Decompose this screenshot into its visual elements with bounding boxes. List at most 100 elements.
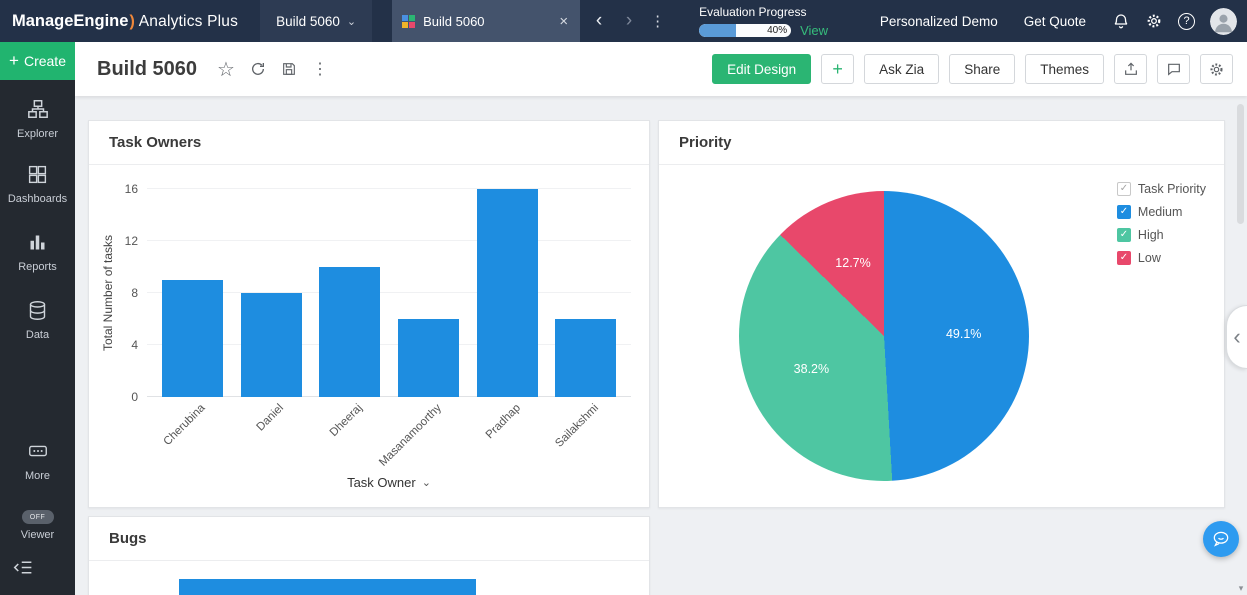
- bar-dheeraj[interactable]: [319, 267, 381, 397]
- scroll-down-icon[interactable]: ▾: [1238, 583, 1244, 593]
- bar-column: [153, 189, 232, 397]
- evaluation-progress: Evaluation Progress 40% View: [699, 5, 857, 38]
- settings-gear-icon[interactable]: [1145, 12, 1163, 30]
- create-button-label: Create: [23, 53, 66, 69]
- checkbox-icon[interactable]: ✓: [1116, 204, 1131, 219]
- pie-slice-label: 38.2%: [793, 362, 830, 377]
- y-axis: 0 4 8 12 16: [119, 182, 147, 404]
- brand-logo[interactable]: ManageEngine) Analytics Plus: [12, 12, 238, 31]
- bar-column: [310, 189, 389, 397]
- sidebar-item-dashboards[interactable]: Dashboards: [0, 164, 75, 205]
- vertical-scrollbar[interactable]: ▾: [1235, 96, 1247, 595]
- scrollbar-thumb[interactable]: [1237, 104, 1244, 224]
- plus-icon: +: [9, 51, 19, 70]
- legend-medium[interactable]: ✓ Medium: [1116, 200, 1206, 223]
- share-button[interactable]: Share: [949, 54, 1016, 84]
- sidebar-item-data[interactable]: Data: [0, 300, 75, 341]
- help-icon[interactable]: ?: [1178, 12, 1195, 30]
- evaluation-progress-label: Evaluation Progress: [699, 4, 807, 19]
- sidebar-item-reports[interactable]: Reports: [0, 232, 75, 273]
- sidebar-item-label: More: [24, 470, 51, 482]
- export-button[interactable]: [1114, 54, 1147, 84]
- view-link[interactable]: View: [800, 22, 829, 38]
- bar-pradhap[interactable]: [476, 189, 538, 397]
- save-icon[interactable]: [281, 61, 297, 77]
- get-quote-link[interactable]: Get Quote: [1023, 13, 1086, 29]
- tab-overflow-icon[interactable]: ⋮: [650, 13, 666, 30]
- nav-forward-icon[interactable]: ›: [625, 10, 633, 31]
- x-tick-label: Dheeraj: [328, 402, 366, 439]
- card-title: Task Owners: [89, 121, 649, 165]
- bar-chart: Total Number of tasks 0 4 8 12 16 Cherubina D…: [89, 165, 649, 500]
- toggle-off-pill[interactable]: OFF: [21, 510, 54, 524]
- themes-button[interactable]: Themes: [1025, 54, 1104, 84]
- personalized-demo-link[interactable]: Personalized Demo: [879, 13, 998, 29]
- notifications-bell-icon[interactable]: [1112, 12, 1130, 30]
- create-button[interactable]: + Create: [0, 42, 75, 80]
- favorite-star-icon[interactable]: ☆: [217, 58, 235, 81]
- bar-sailakshmi[interactable]: [555, 319, 617, 397]
- legend-task-priority[interactable]: ✓ Task Priority: [1116, 177, 1206, 200]
- bar-masanamoorthy[interactable]: [397, 319, 459, 397]
- sidebar-item-label: Explorer: [17, 128, 58, 140]
- edit-design-button[interactable]: Edit Design: [712, 54, 812, 84]
- side-panel-handle[interactable]: ‹: [1226, 305, 1247, 369]
- viewer-label: Viewer: [20, 529, 55, 541]
- ask-zia-button[interactable]: Ask Zia: [864, 54, 940, 84]
- sidebar: + Create Explorer Dashboards Reports: [0, 42, 75, 595]
- bar-cherubina[interactable]: [161, 280, 223, 397]
- y-tick-label: 16: [124, 182, 138, 196]
- bugs-chart-bar[interactable]: [179, 579, 476, 595]
- legend-label: High: [1137, 227, 1164, 242]
- gridline: [147, 396, 631, 397]
- collapse-sidebar-icon[interactable]: [13, 557, 34, 583]
- legend-high[interactable]: ✓ High: [1116, 223, 1206, 246]
- checkbox-icon[interactable]: ✓: [1116, 250, 1131, 265]
- viewer-mode-toggle[interactable]: OFF Viewer: [0, 510, 75, 541]
- more-actions-icon[interactable]: ⋮: [311, 61, 328, 78]
- brand-manageengine: ManageEngine: [12, 11, 129, 30]
- checkbox-icon[interactable]: ✓: [1116, 181, 1131, 196]
- topbar-links: Personalized Demo Get Quote: [880, 14, 1086, 29]
- x-axis-dropdown[interactable]: Task Owner ⌄: [147, 475, 631, 500]
- tab-close-icon[interactable]: ×: [559, 12, 569, 30]
- checkbox-icon[interactable]: ✓: [1116, 227, 1131, 242]
- x-axis-title-label: Task Owner: [347, 475, 416, 490]
- sidebar-item-label: Reports: [18, 261, 57, 273]
- comments-button[interactable]: [1157, 54, 1190, 84]
- sidebar-item-explorer[interactable]: Explorer: [0, 98, 75, 140]
- brand-product: Analytics Plus: [138, 12, 239, 30]
- sidebar-item-more[interactable]: More: [0, 440, 75, 482]
- tab-label: Build 5060: [423, 13, 485, 29]
- x-axis: Cherubina Daniel Dheeraj Masanamoorthy Pradh…: [147, 397, 631, 475]
- y-axis-title: Total Number of tasks: [101, 234, 115, 352]
- workspace-dropdown[interactable]: Build 5060 ⌄: [260, 0, 373, 42]
- bar-chart-plot: [147, 188, 631, 397]
- sidebar-item-label: Data: [25, 329, 50, 341]
- y-tick-label: 8: [131, 286, 138, 300]
- gridline: [147, 188, 631, 189]
- legend-label: Low: [1137, 250, 1161, 265]
- dashboard-settings-button[interactable]: [1200, 54, 1233, 84]
- topbar: ManageEngine) Analytics Plus Build 5060 …: [0, 0, 1247, 42]
- user-avatar[interactable]: [1210, 7, 1237, 35]
- dashboards-grid-icon: [27, 164, 48, 188]
- dashboard-header: Build 5060 ☆ ⋮ Edit Design + Ask Zia Sha…: [75, 42, 1247, 96]
- refresh-icon[interactable]: [250, 61, 266, 77]
- legend-label: Task Priority: [1137, 181, 1206, 196]
- nav-back-icon[interactable]: ‹: [595, 10, 603, 31]
- sidebar-item-label: Dashboards: [7, 193, 68, 205]
- chat-fab-button[interactable]: [1203, 521, 1239, 557]
- bar-daniel[interactable]: [240, 293, 302, 397]
- workspace-grid-icon: [402, 14, 416, 28]
- progress-bar-fill: [699, 23, 736, 37]
- add-button[interactable]: +: [821, 54, 855, 84]
- pie-slice-label: 49.1%: [945, 326, 982, 341]
- gridline: [147, 292, 631, 293]
- bar-column: [468, 189, 547, 397]
- tab-build-5060[interactable]: Build 5060 ×: [392, 0, 581, 42]
- pie-chart[interactable]: 49.1% 38.2% 12.7%: [739, 191, 1029, 481]
- legend-low[interactable]: ✓ Low: [1116, 246, 1206, 269]
- gridline: [147, 240, 631, 241]
- card-title: Bugs: [89, 517, 649, 561]
